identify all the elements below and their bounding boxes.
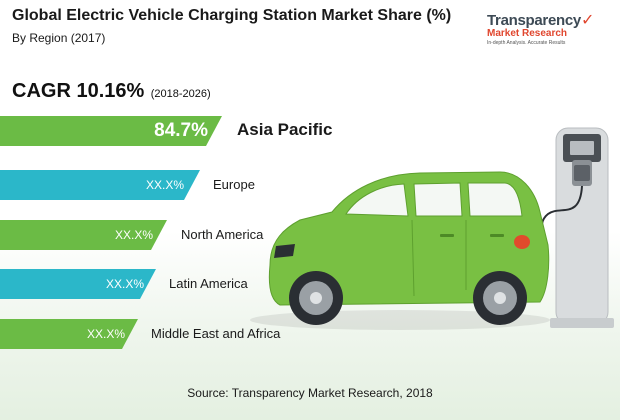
bar-value-label: XX.X% xyxy=(114,228,153,242)
bar-value-label: 84.7% xyxy=(154,120,208,141)
logo-subname: Market Research xyxy=(487,28,568,39)
cagr-label: CAGR 10.16% xyxy=(12,80,145,102)
logo-name: Transparency xyxy=(487,12,581,29)
bar-latin-america: XX.X% xyxy=(0,269,156,299)
region-label: Europe xyxy=(213,177,255,192)
bar-value-label: XX.X% xyxy=(105,277,144,291)
page-subtitle: By Region (2017) xyxy=(12,31,106,45)
bar-asia-pacific: 84.7% xyxy=(0,116,222,146)
region-label: Middle East and Africa xyxy=(151,326,281,341)
cagr-block: CAGR 10.16% (2018-2026) xyxy=(12,80,211,103)
charging-station-icon xyxy=(492,127,614,328)
bar-europe: XX.X% xyxy=(0,170,200,200)
bar-middle-east-and-africa: XX.X% xyxy=(0,319,138,349)
source-note: Source: Transparency Market Research, 20… xyxy=(187,386,433,400)
region-label: Latin America xyxy=(169,276,248,291)
page-title: Global Electric Vehicle Charging Station… xyxy=(12,7,452,24)
electric-car-icon xyxy=(250,171,550,330)
check-mark-icon: ✓ xyxy=(580,12,595,29)
cagr-period: (2018-2026) xyxy=(150,88,211,100)
bar-value-label: XX.X% xyxy=(145,178,184,192)
logo-tagline: In-depth Analysis. Accurate Results xyxy=(487,40,566,46)
bar-value-label: XX.X% xyxy=(86,327,125,341)
bar-north-america: XX.X% xyxy=(0,220,167,250)
region-label: Asia Pacific xyxy=(237,120,333,139)
brand-logo: Transparency✓ Market Research In-depth A… xyxy=(487,10,615,46)
region-label: North America xyxy=(181,227,264,242)
